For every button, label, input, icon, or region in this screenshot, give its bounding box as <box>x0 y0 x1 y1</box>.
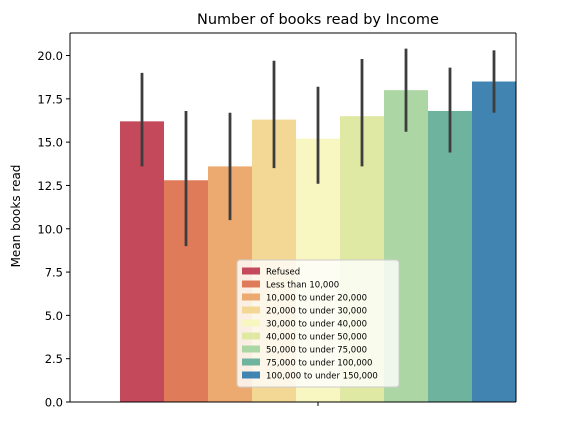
legend-label: Refused <box>266 268 300 278</box>
legend-swatch <box>242 294 260 301</box>
chart-title: Number of books read by Income <box>197 12 439 28</box>
y-tick-label: 15.0 <box>37 136 63 150</box>
legend-swatch <box>242 372 260 379</box>
bar <box>428 111 472 402</box>
legend-label: 30,000 to under 40,000 <box>266 320 367 330</box>
legend-label: 50,000 to under 75,000 <box>266 346 367 356</box>
y-tick-label: 5.0 <box>45 309 63 323</box>
y-tick-label: 2.5 <box>45 352 63 366</box>
legend-label: Less than 10,000 <box>266 281 339 291</box>
y-axis-ticks: 0.0 2.5 5.0 7.5 10.0 12.5 15.0 17.5 20.0 <box>37 49 70 409</box>
legend-swatch <box>242 268 260 275</box>
legend-label: 75,000 to under 100,000 <box>266 359 372 369</box>
y-tick-label: 17.5 <box>37 92 63 106</box>
legend-swatch <box>242 307 260 314</box>
y-axis-label: Mean books read <box>9 165 23 268</box>
legend-swatch <box>242 281 260 288</box>
bar <box>472 82 516 402</box>
legend-label: 20,000 to under 30,000 <box>266 307 367 317</box>
legend-swatch <box>242 359 260 366</box>
y-tick-label: 20.0 <box>37 49 63 63</box>
y-tick-label: 0.0 <box>45 396 63 410</box>
legend-label: 10,000 to under 20,000 <box>266 294 367 304</box>
legend-swatch <box>242 346 260 353</box>
y-tick-label: 10.0 <box>37 222 63 236</box>
y-tick-label: 7.5 <box>45 266 63 280</box>
legend-label: 100,000 to under 150,000 <box>266 372 378 382</box>
y-tick-label: 12.5 <box>37 179 63 193</box>
legend: Refused Less than 10,000 10,000 to under 2… <box>237 260 399 387</box>
legend-label: 40,000 to under 50,000 <box>266 333 367 343</box>
legend-swatch <box>242 320 260 327</box>
legend-swatch <box>242 333 260 340</box>
